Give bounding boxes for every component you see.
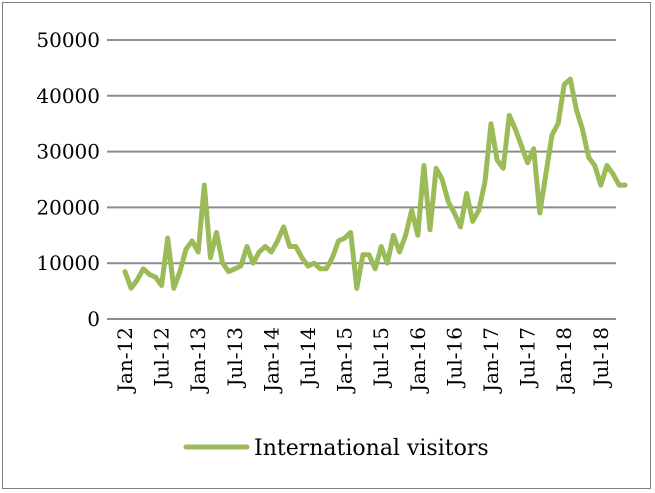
y-tick-label-20000: 20000 xyxy=(36,195,100,219)
x-tick-label-Jan-14: Jan-14 xyxy=(259,327,283,394)
y-tick-label-40000: 40000 xyxy=(36,84,100,108)
x-tick-label-Jul-14: Jul-14 xyxy=(296,327,320,389)
x-tick-label-Jan-15: Jan-15 xyxy=(333,327,357,394)
y-tick-label-30000: 30000 xyxy=(36,140,100,164)
x-tick-label-Jul-17: Jul-17 xyxy=(516,327,540,389)
x-tick-label-Jul-13: Jul-13 xyxy=(223,327,247,389)
legend: International visitors xyxy=(183,436,489,461)
y-tick-label-10000: 10000 xyxy=(36,251,100,275)
x-tick-label-Jan-18: Jan-18 xyxy=(552,327,576,394)
x-tick-label-Jul-12: Jul-12 xyxy=(150,327,174,389)
x-tick-label-Jul-16: Jul-16 xyxy=(442,327,466,389)
x-tick-label-Jan-12: Jan-12 xyxy=(113,327,137,394)
series-line-0 xyxy=(122,76,628,291)
x-axis-tick-labels: Jan-12 Jul-12 Jan-13 Jul-13 Jan-14 Jul-14 Jan-… xyxy=(113,327,613,394)
y-tick-label-0: 0 xyxy=(87,307,100,331)
legend-label: International visitors xyxy=(254,436,489,461)
chart-frame xyxy=(2,2,651,489)
x-tick-label-Jan-13: Jan-13 xyxy=(186,327,210,394)
x-tick-label-Jan-17: Jan-17 xyxy=(479,327,503,394)
y-tick-label-50000: 50000 xyxy=(36,28,100,52)
x-tick-label-Jul-15: Jul-15 xyxy=(369,327,393,389)
x-tick-label-Jan-16: Jan-16 xyxy=(406,327,430,394)
series-lines xyxy=(122,76,628,291)
y-axis-tick-labels: 0 10000 20000 30000 40000 50000 xyxy=(36,28,100,331)
gridlines xyxy=(107,39,616,265)
x-tick-label-Jul-18: Jul-18 xyxy=(589,327,613,389)
